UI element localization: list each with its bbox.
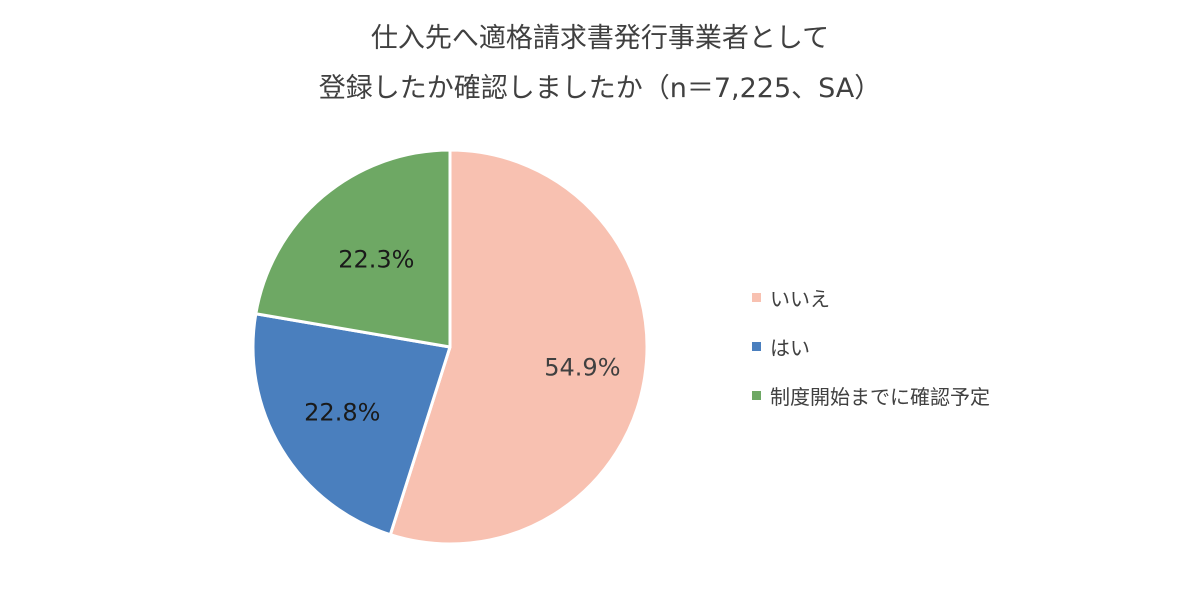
chart-title-line-2: 登録したか確認しましたか（n＝7,225、SA）: [318, 73, 882, 104]
legend: いいえ はい 制度開始までに確認予定: [752, 284, 990, 431]
chart-title-line-1: 仕入先へ適格請求書発行事業者として: [370, 23, 830, 54]
legend-swatch-iie: [752, 292, 761, 302]
chart-title: 仕入先へ適格請求書発行事業者として 登録したか確認しましたか（n＝7,225、S…: [0, 14, 1200, 114]
legend-label-iie: いいえ: [770, 286, 830, 311]
legend-label-hai: はい: [770, 335, 810, 360]
pie-slice-hai: [251, 312, 452, 537]
legend-swatch-hai: [752, 341, 761, 351]
legend-item-planned: 制度開始までに確認予定: [752, 382, 990, 409]
legend-item-iie: いいえ: [752, 284, 990, 311]
pie-slices: [251, 148, 649, 546]
data-label-iie: 54.9%: [544, 354, 620, 382]
pie-slice-planned: [254, 148, 452, 349]
data-label-planned: 22.3%: [338, 246, 414, 274]
legend-swatch-planned: [752, 390, 761, 400]
legend-label-planned: 制度開始までに確認予定: [770, 384, 990, 409]
data-label-hai: 22.8%: [304, 399, 380, 427]
pie-data-labels: 54.9% 22.8% 22.3%: [304, 246, 620, 427]
pie-slice-iie: [388, 148, 649, 546]
legend-item-hai: はい: [752, 333, 990, 360]
